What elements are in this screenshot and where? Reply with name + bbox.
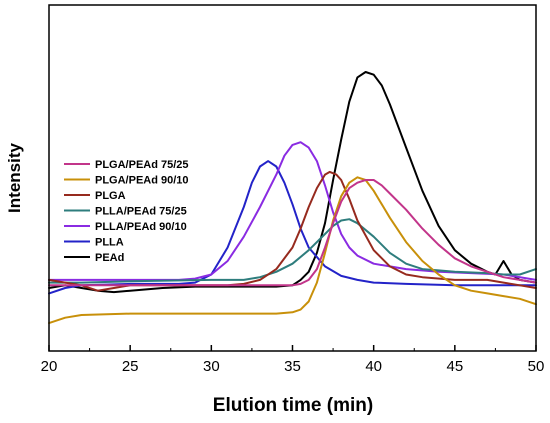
x-tick-label: 20 (41, 358, 58, 375)
legend-label: PLGA/PEAd 75/25 (95, 159, 189, 171)
x-tick-label: 45 (446, 358, 463, 375)
series-line-plga-pead-90-10 (48, 176, 537, 325)
series-line-plla-pead-75-25 (48, 218, 537, 284)
legend-label: PLLA/PEAd 75/25 (95, 206, 187, 218)
x-axis-title: Elution time (min) (213, 395, 373, 416)
legend-label: PLGA (95, 190, 126, 202)
x-tick-label: 40 (365, 358, 382, 375)
legend: PLGA/PEAd 75/25 PLGA/PEAd 90/10 PLGA PLLA/P… (64, 159, 189, 264)
series-line-plga-pead-75-25 (48, 179, 537, 287)
legend-label: PLLA (95, 237, 124, 249)
legend-label: PLGA/PEAd 90/10 (95, 175, 189, 187)
series-line-plla-pead-90-10 (48, 141, 537, 281)
legend-label: PEAd (95, 252, 124, 264)
y-axis-title: Intensity (5, 143, 24, 213)
x-tick-label: 35 (284, 358, 301, 375)
legend-label: PLLA/PEAd 90/10 (95, 221, 187, 233)
x-axis: 20 25 30 35 40 45 50 (41, 345, 545, 375)
x-tick-label: 30 (203, 358, 220, 375)
x-tick-label: 50 (528, 358, 545, 375)
x-tick-label: 25 (122, 358, 139, 375)
series-line-pead (48, 71, 537, 294)
series-line-plla (48, 160, 537, 295)
series-layer (48, 71, 537, 325)
